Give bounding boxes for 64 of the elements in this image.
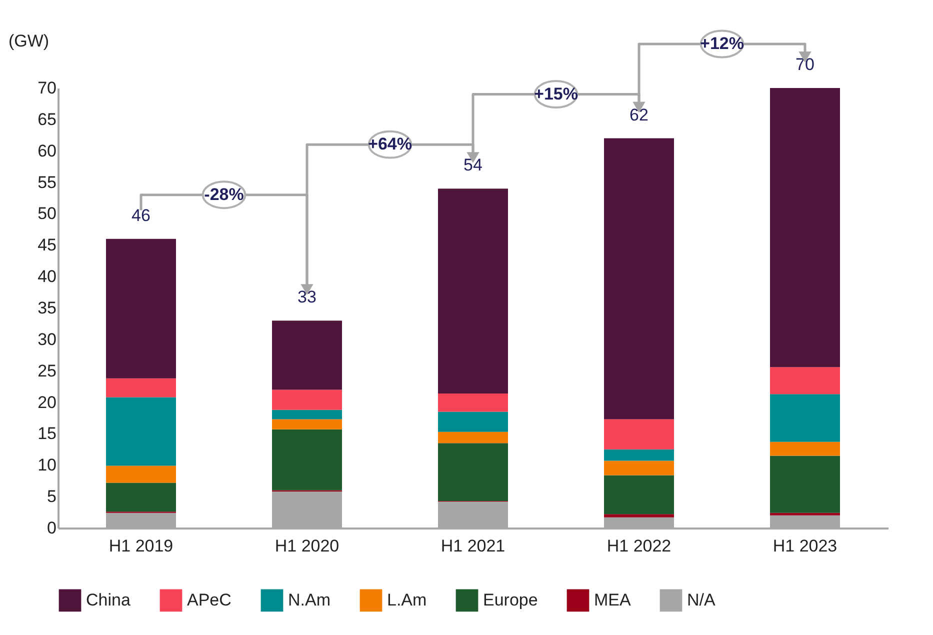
x-tick-label: H1 2019	[108, 536, 174, 556]
bar	[438, 412, 508, 432]
y-tick-label: 30	[38, 330, 56, 349]
bar	[272, 410, 342, 420]
total-label: 70	[796, 55, 814, 74]
y-tick-label: 65	[38, 110, 56, 129]
y-tick-label: 60	[38, 141, 56, 160]
bar	[604, 449, 674, 461]
y-tick-label: 25	[38, 361, 56, 380]
total-label: 62	[630, 105, 648, 124]
bar	[106, 482, 176, 512]
bar	[438, 443, 508, 501]
annotation: +15%	[534, 84, 578, 104]
y-tick-label: 5	[47, 487, 56, 506]
bar	[438, 188, 508, 394]
y-tick-label: 20	[38, 392, 56, 412]
bar	[770, 442, 840, 456]
x-tick-label: H1 2023	[772, 536, 838, 556]
bar	[770, 512, 840, 516]
bar	[106, 466, 176, 483]
bar	[604, 419, 674, 450]
bar	[604, 475, 674, 514]
bar	[770, 394, 840, 442]
bar	[106, 238, 176, 378]
legend-label: MEA	[594, 590, 632, 610]
bar	[438, 393, 508, 412]
x-tick-label: H1 2020	[274, 536, 340, 556]
y-tick-label: 70	[38, 78, 56, 98]
total-label: 33	[298, 288, 316, 307]
y-tick-label: 10	[38, 456, 56, 475]
y-tick-label: 45	[38, 236, 56, 255]
annotation: -28%	[204, 184, 244, 204]
total-label: 54	[464, 156, 482, 175]
legend-label: N.Am	[288, 590, 330, 610]
y-tick-label: 15	[38, 424, 56, 444]
legend-label: N/A	[687, 590, 716, 610]
x-tick-label: H1 2021	[440, 536, 506, 556]
y-axis-title: (GW)	[8, 32, 50, 50]
legend-label: China	[86, 590, 131, 610]
legend-label: L.Am	[387, 590, 427, 610]
legend-label: APeC	[187, 590, 232, 610]
y-tick-label: 55	[38, 172, 56, 192]
bar	[106, 378, 176, 398]
bar	[272, 320, 342, 390]
bar	[438, 432, 508, 444]
bar	[272, 419, 342, 430]
bar	[604, 514, 674, 518]
text: +12%	[700, 34, 744, 53]
total-label: 46	[132, 206, 150, 225]
bar	[106, 397, 176, 466]
y-tick-label: 35	[38, 298, 56, 318]
legend-label: Europe	[483, 590, 538, 610]
y-tick-label: 40	[38, 267, 56, 286]
bar	[770, 88, 840, 368]
x-tick-label: H1 2022	[606, 536, 672, 556]
y-tick-label: 0	[47, 518, 56, 538]
bar	[604, 460, 674, 476]
bar	[770, 367, 840, 394]
bar	[272, 390, 342, 410]
bar	[272, 429, 342, 490]
y-tick-label: 50	[38, 204, 56, 224]
bar	[604, 138, 674, 420]
bar	[770, 456, 840, 513]
annotation: +64%	[368, 134, 412, 154]
